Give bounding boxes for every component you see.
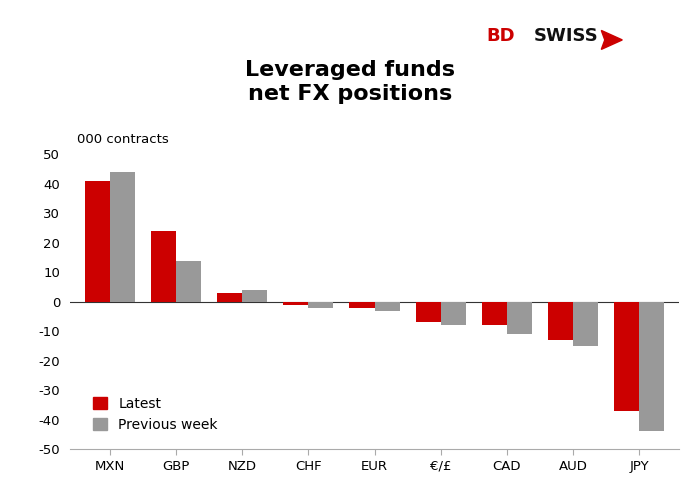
Bar bbox=[176, 260, 201, 302]
Bar bbox=[242, 290, 267, 302]
Bar bbox=[416, 302, 441, 322]
Text: SWISS: SWISS bbox=[534, 27, 598, 45]
Legend: Latest, Previous week: Latest, Previous week bbox=[89, 393, 222, 436]
Bar bbox=[217, 293, 242, 302]
Bar bbox=[283, 302, 308, 305]
Bar bbox=[639, 302, 664, 432]
Bar bbox=[110, 172, 135, 302]
Text: Leveraged funds
net FX positions: Leveraged funds net FX positions bbox=[245, 60, 455, 104]
Text: BD: BD bbox=[486, 27, 515, 45]
Bar bbox=[374, 302, 400, 310]
Bar bbox=[85, 181, 110, 302]
Bar bbox=[548, 302, 573, 340]
Bar bbox=[614, 302, 639, 411]
Text: +: + bbox=[606, 35, 613, 44]
Bar bbox=[349, 302, 375, 308]
Bar bbox=[308, 302, 333, 308]
Bar bbox=[507, 302, 532, 334]
Bar bbox=[150, 231, 176, 302]
Bar bbox=[441, 302, 466, 325]
Bar bbox=[482, 302, 507, 325]
Bar bbox=[573, 302, 598, 346]
Text: 000 contracts: 000 contracts bbox=[76, 133, 169, 146]
